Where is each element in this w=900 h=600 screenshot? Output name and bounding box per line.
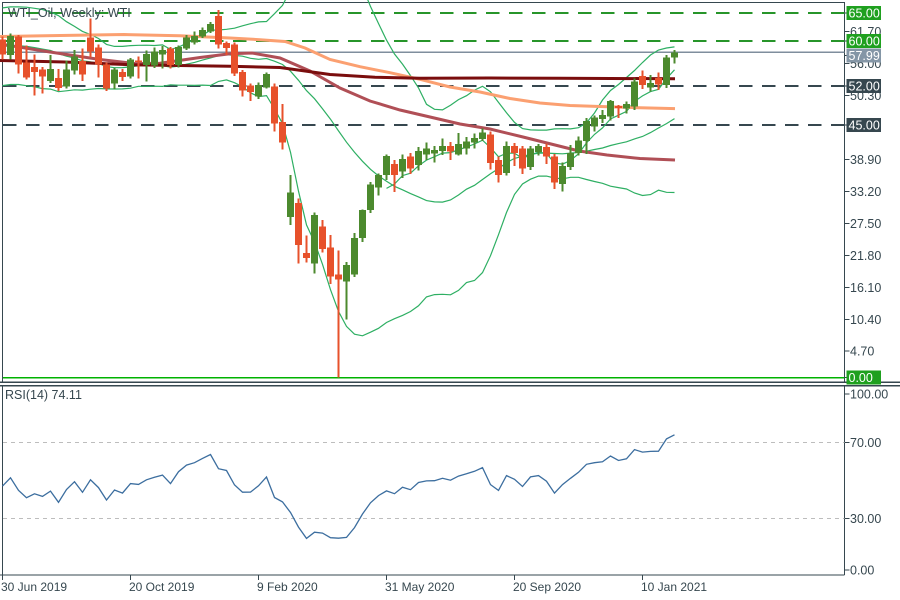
svg-text:30.00: 30.00 <box>850 512 881 526</box>
svg-text:33.20: 33.20 <box>850 185 881 199</box>
svg-text:100.00: 100.00 <box>850 388 888 402</box>
svg-text:60.00: 60.00 <box>849 35 880 49</box>
svg-text:38.90: 38.90 <box>850 153 881 167</box>
svg-text:21.80: 21.80 <box>850 249 881 263</box>
svg-text:WTI_Oil, Weekly: WTI: WTI_Oil, Weekly: WTI <box>8 6 131 20</box>
svg-text:31 May 2020: 31 May 2020 <box>385 580 455 594</box>
svg-text:20 Sep 2020: 20 Sep 2020 <box>513 580 581 594</box>
svg-text:9 Feb 2020: 9 Feb 2020 <box>257 580 318 594</box>
svg-text:0.00: 0.00 <box>850 564 874 578</box>
svg-text:0.00: 0.00 <box>849 371 873 385</box>
svg-text:10.40: 10.40 <box>850 313 881 327</box>
svg-text:30 Jun 2019: 30 Jun 2019 <box>1 580 67 594</box>
svg-text:20 Oct 2019: 20 Oct 2019 <box>129 580 195 594</box>
svg-text:52.00: 52.00 <box>849 79 880 93</box>
svg-text:4.70: 4.70 <box>850 345 874 359</box>
svg-text:65.00: 65.00 <box>849 6 880 20</box>
svg-text:70.00: 70.00 <box>850 436 881 450</box>
svg-text:10 Jan 2021: 10 Jan 2021 <box>641 580 707 594</box>
svg-text:RSI(14) 74.11: RSI(14) 74.11 <box>5 388 82 402</box>
svg-text:27.50: 27.50 <box>850 217 881 231</box>
svg-text:16.10: 16.10 <box>850 281 881 295</box>
svg-text:57.99: 57.99 <box>849 49 880 63</box>
svg-text:45.00: 45.00 <box>849 119 880 133</box>
